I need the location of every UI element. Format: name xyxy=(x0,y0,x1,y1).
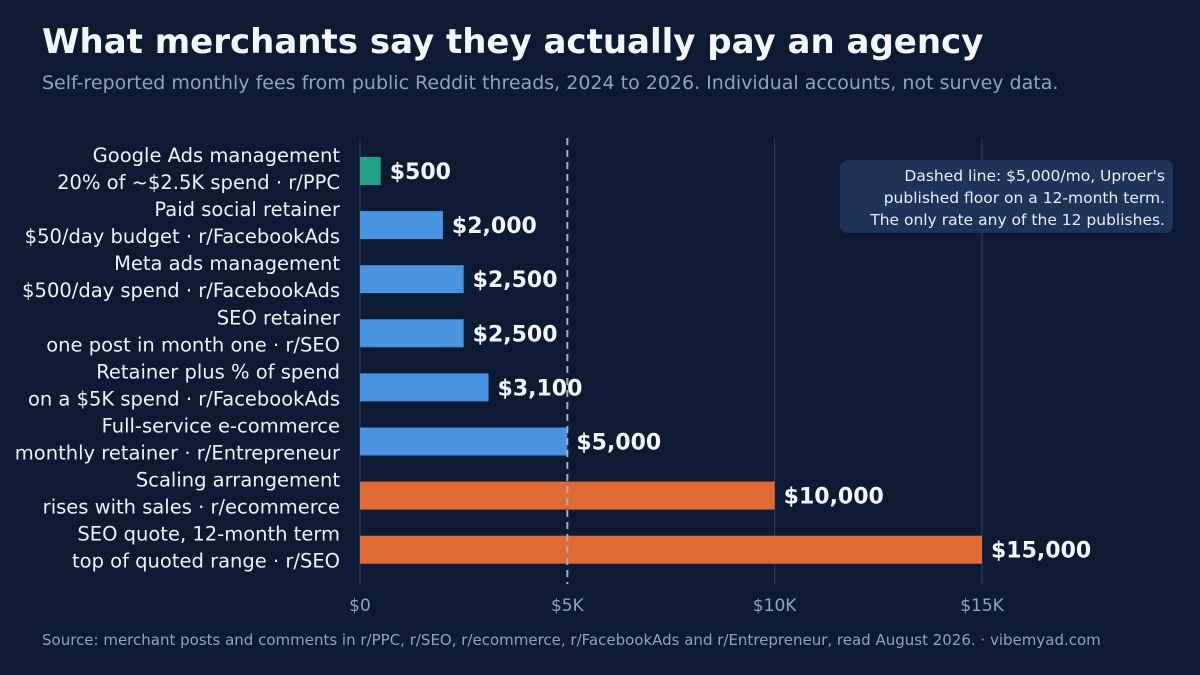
note-line-2: published floor on a 12-month term. xyxy=(883,189,1165,207)
category-label-5: Retainer plus % of spend xyxy=(96,360,340,383)
bar-1 xyxy=(360,157,381,185)
value-label-8: $15,000 xyxy=(991,539,1091,564)
category-label-7: Scaling arrangement xyxy=(136,469,340,492)
note-line-1: Dashed line: $5,000/mo, Uproer's xyxy=(904,167,1165,185)
value-label-4: $2,500 xyxy=(473,322,558,347)
value-label-6: $5,000 xyxy=(576,431,661,456)
value-label-3: $2,500 xyxy=(473,268,558,293)
bar-8 xyxy=(360,535,982,564)
category-sublabel-8: top of quoted range · r/SEO xyxy=(72,550,340,573)
x-tick-label-3: $15K xyxy=(960,596,1004,616)
bar-2 xyxy=(360,211,443,240)
x-tick-label-2: $10K xyxy=(753,596,797,616)
source-note: Source: merchant posts and comments in r… xyxy=(42,631,1101,649)
bar-7 xyxy=(360,481,775,510)
value-label-1: $500 xyxy=(390,160,451,185)
value-label-5: $3,100 xyxy=(498,376,583,401)
category-label-2: Paid social retainer xyxy=(154,198,341,221)
category-sublabel-4: one post in month one · r/SEO xyxy=(46,333,340,356)
category-sublabel-3: $500/day spend · r/FacebookAds xyxy=(22,279,340,302)
note-line-3: The only rate any of the 12 publishes. xyxy=(870,211,1165,229)
bar-6 xyxy=(360,427,568,456)
chart-subtitle: Self-reported monthly fees from public R… xyxy=(42,72,1059,94)
category-label-1: Google Ads management xyxy=(93,144,341,167)
reference-note: Dashed line: $5,000/mo, Uproer's publish… xyxy=(840,160,1173,233)
category-sublabel-1: 20% of ~$2.5K spend · r/PPC xyxy=(57,171,340,194)
category-sublabel-6: monthly retainer · r/Entrepreneur xyxy=(15,442,341,465)
category-label-6: Full-service e-commerce xyxy=(102,415,340,438)
bar-3 xyxy=(360,265,464,294)
value-label-2: $2,000 xyxy=(452,214,537,239)
category-label-8: SEO quote, 12-month term xyxy=(77,523,340,546)
category-sublabel-5: on a $5K spend · r/FacebookAds xyxy=(28,387,340,410)
bar-5 xyxy=(360,373,489,402)
x-tick-label-1: $5K xyxy=(551,596,585,616)
value-label-7: $10,000 xyxy=(784,485,884,510)
bar-4 xyxy=(360,319,464,348)
category-label-3: Meta ads management xyxy=(114,252,340,275)
category-sublabel-7: rises with sales · r/ecommerce xyxy=(43,496,340,519)
x-tick-label-0: $0 xyxy=(349,596,371,616)
category-label-4: SEO retainer xyxy=(217,306,341,329)
chart-title: What merchants say they actually pay an … xyxy=(42,22,984,62)
category-sublabel-2: $50/day budget · r/FacebookAds xyxy=(25,225,340,248)
